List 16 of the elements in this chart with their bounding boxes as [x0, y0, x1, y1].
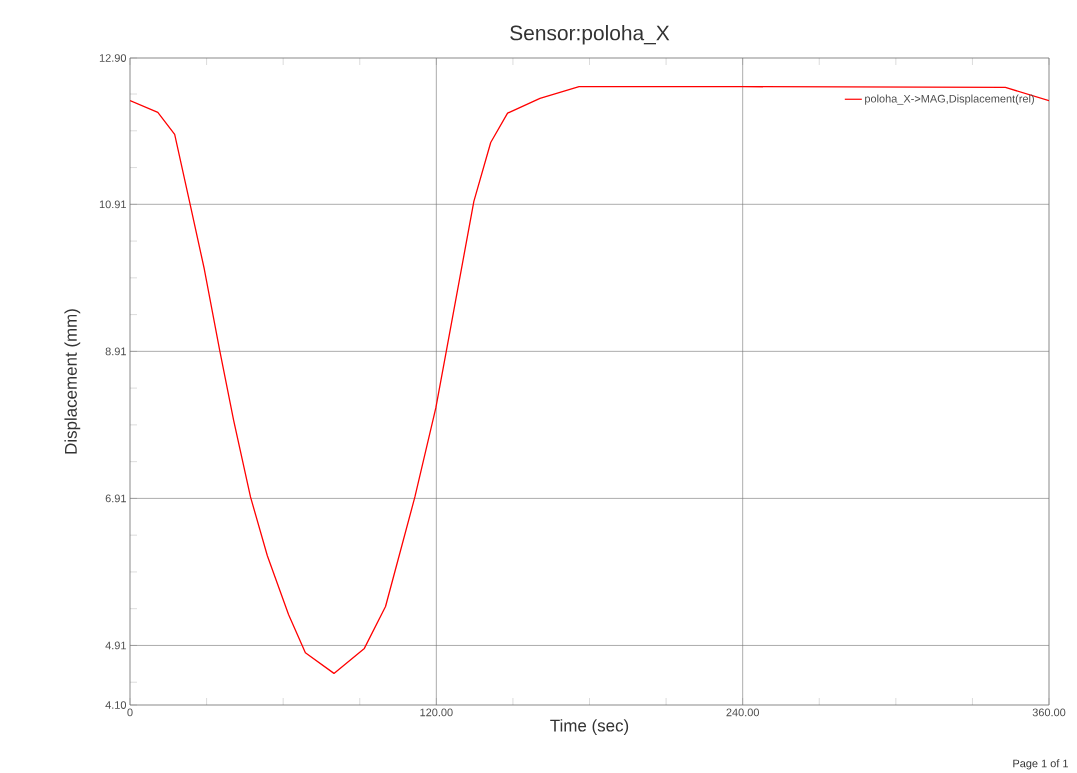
line-series — [130, 86, 1050, 675]
x-axis-title: Time (sec) — [550, 719, 629, 735]
x-tick-label: 360.00 — [1032, 708, 1066, 717]
y-tick-label: 10.91 — [99, 200, 126, 209]
x-tick-label: 0 — [127, 708, 133, 717]
y-tick-label: 12.90 — [99, 54, 127, 62]
y-tick-label: 4.91 — [105, 641, 126, 650]
x-tick-label: 120.00 — [420, 708, 453, 717]
text: Page 1 of 1 — [1013, 759, 1068, 770]
y-axis-title: Displacement (mm) — [64, 309, 81, 454]
y-tick-label: 6.91 — [105, 494, 126, 503]
y-tick-label: 4.10 — [105, 701, 127, 709]
y-tick-label: 8.91 — [105, 347, 126, 356]
chart-title: Sensor:poloha_X — [510, 25, 670, 45]
x-tick-label: 240.00 — [726, 708, 759, 717]
legend-label: poloha_X->MAG,Displacement(rel) — [865, 94, 1034, 105]
